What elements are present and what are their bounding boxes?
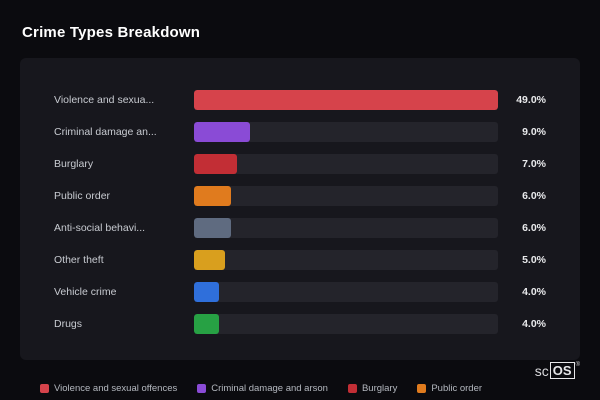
bar-value: 5.0% [522,254,546,266]
legend-label: Violence and sexual offences [54,383,178,394]
bar-track [194,282,498,302]
bar-label: Violence and sexua... [54,94,155,106]
bar-value: 49.0% [516,94,546,106]
bar-row: Violence and sexua... 49.0% [54,84,546,116]
bar-label: Other theft [54,254,104,266]
bar-row: Drugs 4.0% [54,308,546,340]
bar-rows: Violence and sexua... 49.0% Criminal damag… [54,84,546,340]
legend-item[interactable]: Public order [417,383,482,394]
bar-track [194,154,498,174]
registered-mark-icon: ® [575,362,580,368]
bar-track [194,218,498,238]
legend-swatch-icon [40,384,49,393]
bar-label: Criminal damage an... [54,126,157,138]
bar[interactable] [194,218,232,238]
logo-prefix: sc [534,363,549,379]
bar-label: Vehicle crime [54,286,117,298]
bar-track [194,250,498,270]
chart-card: Violence and sexua... 49.0% Criminal damag… [20,58,580,360]
bar-value: 4.0% [522,286,546,298]
bar-label: Drugs [54,318,83,330]
page-title: Crime Types Breakdown [22,24,201,41]
legend-swatch-icon [197,384,207,393]
bar-value: 4.0% [522,318,546,330]
bar-label: Public order [54,190,111,202]
bar-track [194,186,498,206]
legend-swatch-icon [347,384,357,393]
bar-row: Other theft 5.0% [54,244,546,276]
legend: Violence and sexual offences Criminal dam… [40,383,482,394]
bar-track [194,90,498,110]
bar-track [194,314,498,334]
bar-row: Burglary 7.0% [54,148,546,180]
legend-item[interactable]: Criminal damage and arson [197,383,328,394]
bar-row: Public order 6.0% [54,180,546,212]
bar-row: Criminal damage an... 9.0% [54,116,546,148]
scos-logo: sc OS ® [535,362,580,379]
legend-item[interactable]: Violence and sexual offences [40,383,177,394]
bar[interactable] [194,186,232,206]
legend-label: Criminal damage and arson [211,383,328,394]
bar-row: Anti-social behavi... 6.0% [54,212,546,244]
bar[interactable] [194,154,238,174]
logo-box: OS [549,362,575,379]
bar[interactable] [194,122,250,142]
bar-value: 6.0% [522,222,546,234]
legend-swatch-icon [417,384,427,393]
bar[interactable] [194,314,219,334]
bar-track [194,122,498,142]
legend-item[interactable]: Burglary [347,383,398,394]
bar-label: Burglary [54,158,94,170]
bar-value: 6.0% [522,190,546,202]
bar[interactable] [194,90,498,110]
bar-row: Vehicle crime 4.0% [54,276,546,308]
bar-value: 7.0% [522,158,546,170]
bar-value: 9.0% [522,126,546,138]
legend-label: Burglary [361,383,398,394]
bar[interactable] [194,282,219,302]
legend-label: Public order [431,383,483,394]
bar[interactable] [194,250,226,270]
bar-label: Anti-social behavi... [54,222,146,234]
